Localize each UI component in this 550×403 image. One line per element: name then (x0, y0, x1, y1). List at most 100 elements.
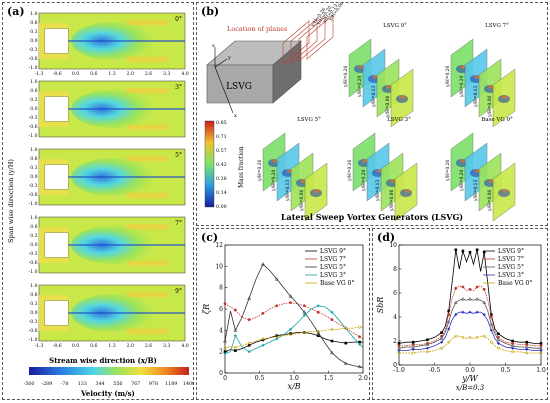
y-tick-label: 0.6 (30, 20, 37, 26)
mass-fraction-colorbar (204, 120, 215, 208)
slice-plane-label: y/H=0.20 (460, 170, 465, 192)
data-point (397, 342, 401, 345)
x-tick-label: 0.0 (72, 343, 79, 349)
slice-plane-label: y/H=0.20 (460, 76, 465, 98)
data-point (247, 341, 251, 345)
y-tick-label: 0.3 (30, 165, 37, 171)
data-point (453, 300, 458, 305)
x-tick-label: 0.0 (465, 367, 475, 374)
slice-plane-label: y/H=0.06 (390, 190, 395, 212)
y-tick-label: -0.6 (29, 328, 38, 334)
data-point (489, 340, 493, 344)
panel-a: 0° 1.0 0.6 0.3 0.0 -0.3 -0.6 -1.0 -1.3 -0.6 0.0 0.6… (2, 2, 195, 400)
legend-entry: LSVG 7° (498, 256, 524, 263)
colorbar-tick: -500 (24, 381, 35, 387)
y-tick-label: 10 (215, 263, 223, 270)
angle-label: 0° (175, 16, 182, 23)
data-point (447, 313, 451, 316)
data-point (344, 326, 348, 330)
z-axis-label: z (212, 43, 215, 49)
lsvg-case: Base VG 0° y/H=0.26 y/H=0.20 y/H=0.13 y/H=0.… (446, 117, 516, 222)
data-point (482, 300, 487, 305)
data-point (482, 250, 486, 254)
angle-label: 9° (175, 288, 182, 295)
y-axis-label: ζR (202, 304, 211, 314)
x-tick-label: 0.5 (255, 375, 265, 382)
lsvg-solid-label: LSVG (226, 82, 252, 92)
data-point (223, 302, 227, 306)
data-point (475, 285, 479, 289)
y-tick-label: -0.6 (29, 260, 38, 266)
data-point (247, 343, 251, 347)
slice-plane-label: y/H=0.26 (446, 66, 451, 88)
data-point (261, 262, 265, 266)
y-tick-label: -0.6 (29, 56, 38, 62)
data-point (496, 346, 500, 350)
lsvg-solid-side (272, 40, 302, 104)
y-tick-label: 1.0 (30, 283, 37, 289)
y-tick-label: 0.0 (30, 38, 37, 44)
contour-frame: 9° 1.0 0.6 0.3 0.0 -0.3 -0.6 -1.0 (29, 283, 186, 343)
slice-plane-label: y/H=0.13 (372, 86, 377, 108)
data-point (489, 315, 493, 319)
x-axis-label: y/W (461, 374, 478, 383)
data-point (358, 342, 362, 346)
x-tick-label: -0.5 (429, 367, 441, 374)
y-tick-label: 0.6 (30, 292, 37, 298)
panel-b-title: Lateral Sweep Vortex Generators (LSVG) (281, 212, 463, 222)
x-tick-label: 4.0 (181, 343, 188, 349)
data-point (274, 277, 279, 281)
legend-entry: LSVG 9° (320, 248, 346, 255)
y-tick-label: 0 (219, 370, 223, 377)
y-tick-label: 1.0 (30, 215, 37, 221)
data-point (261, 311, 265, 315)
data-point (525, 343, 529, 346)
y-tick-label: 0.3 (30, 29, 37, 35)
panel-b: LSVG z y x Location of planes y/H=0.26 y/… (196, 1, 548, 226)
data-point (440, 346, 444, 350)
slice-plane-label: y/H=0.26 (258, 160, 263, 182)
colorbar-tick: 133 (78, 381, 87, 387)
data-point (358, 340, 361, 344)
data-point (489, 322, 494, 326)
data-point (289, 301, 292, 304)
slice-plane-label: y/H=0.20 (272, 170, 277, 192)
mass-fraction-label: Mass fraction (238, 146, 245, 188)
legend-entry: LSVG 5° (320, 264, 346, 271)
data-point (316, 329, 320, 333)
data-point (454, 334, 458, 338)
slice-plane-label: y/H=0.06 (386, 96, 391, 118)
vg-block (44, 232, 69, 258)
x-axis-label: x/B (287, 382, 300, 391)
legend-entry: Base VG 0° (498, 280, 532, 287)
y-tick-label: -0.3 (29, 319, 38, 325)
slice-plane-label: y/H=0.06 (488, 96, 493, 118)
x-tick-label: 1.3 (108, 71, 115, 77)
data-point (247, 318, 251, 322)
case-label: Base VG 0° (481, 117, 513, 123)
x-axis (214, 66, 234, 114)
colorbar-tick: 556 (113, 381, 122, 387)
vg-block (44, 164, 69, 190)
y-tick-label: -0.6 (29, 192, 38, 198)
data-point (302, 331, 306, 334)
data-point (539, 342, 543, 345)
series-line (399, 335, 541, 354)
data-point (233, 334, 237, 338)
panel-c-label: (c) (201, 231, 219, 244)
legend-entry: LSVG 3° (498, 272, 524, 279)
data-point (302, 310, 307, 314)
y-tick-label: 8 (219, 285, 223, 292)
data-point (489, 328, 493, 332)
data-point (511, 342, 514, 345)
legend-entry: LSVG 3° (320, 272, 346, 279)
y-tick-label: 1.0 (30, 11, 37, 17)
data-point (302, 304, 306, 308)
contour-frame: 0° 1.0 0.6 0.3 0.0 -0.3 -0.6 -1.0-1.3 -0.6 0.0 0.6… (29, 11, 189, 77)
y-tick-label: 4 (219, 327, 223, 334)
data-point (425, 342, 430, 347)
y-tick-label: -1.0 (29, 65, 38, 71)
data-point (289, 327, 293, 331)
colorbar-tick: 1400 (183, 381, 193, 387)
mass-colorbar-tick: 0.00 (216, 204, 227, 210)
